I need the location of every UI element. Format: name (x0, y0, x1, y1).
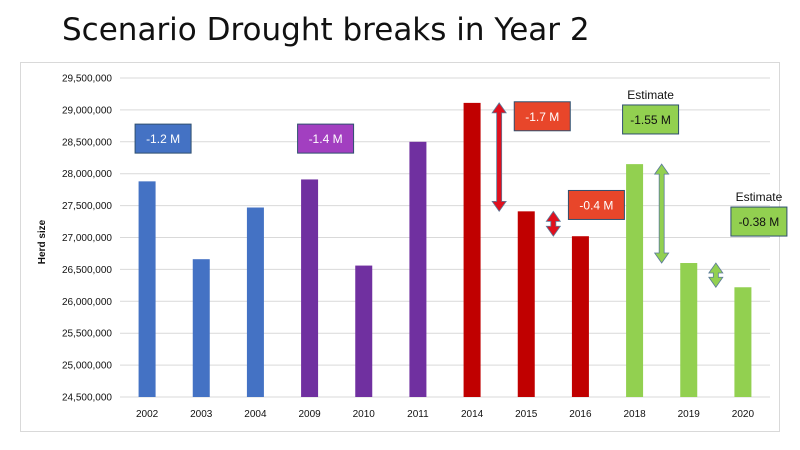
y-tick-label: 29,000,000 (62, 105, 112, 116)
annotation-box (622, 104, 680, 135)
x-axis-ticks: 2002 2003 2004 2009 2010 2011 2014 2015 2016 2018… (136, 409, 755, 420)
annotation-text: -0.38 M (739, 215, 780, 229)
x-tick-label: 2003 (190, 409, 213, 420)
change-arrow-2018-2019 (653, 163, 670, 264)
annotation-text: -0.4 M (579, 198, 613, 212)
y-axis-label: Herd size (37, 219, 48, 264)
y-tick-label: 25,000,000 (62, 361, 112, 372)
annotation-box (567, 189, 625, 220)
bar-2020 (734, 287, 752, 397)
annotation-box (297, 123, 355, 154)
bar-2002 (138, 181, 156, 397)
change-arrow-2015-2016 (545, 210, 562, 237)
y-axis-ticks: 24,500,000 25,000,000 25,500,000 26,000,000… (62, 74, 112, 404)
change-arrow-2019-2020 (708, 262, 724, 288)
bar-2014 (463, 102, 481, 397)
bar-2011 (409, 141, 427, 397)
annotations-layer: -1.2 M -1.4 M -1.7 M -0.4 M -1.55 M Estimate -… (134, 88, 788, 237)
estimate-label: Estimate (627, 88, 674, 102)
y-tick-label: 26,500,000 (62, 265, 112, 276)
y-tick-label: 26,000,000 (62, 297, 112, 308)
annotation-text: -1.55 M (630, 113, 671, 127)
x-tick-label: 2014 (461, 409, 484, 420)
bar-2018 (626, 164, 644, 397)
y-tick-label: 25,500,000 (62, 329, 112, 340)
x-tick-label: 2018 (623, 409, 646, 420)
x-tick-label: 2002 (136, 409, 159, 420)
annotation-box (513, 101, 571, 132)
change-arrow-2014-2015 (491, 102, 507, 213)
bar-2009 (301, 179, 319, 397)
annotation-text: -1.7 M (525, 110, 559, 124)
y-tick-label: 27,000,000 (62, 233, 112, 244)
bar-2016 (571, 236, 589, 397)
x-tick-label: 2020 (732, 409, 755, 420)
annotation-box (730, 206, 788, 237)
x-tick-label: 2016 (569, 409, 592, 420)
slide-title: Scenario Drought breaks in Year 2 (62, 12, 590, 48)
x-tick-label: 2019 (678, 409, 701, 420)
chart-frame (20, 62, 780, 432)
bars-layer (138, 102, 752, 397)
x-tick-label: 2011 (407, 409, 429, 420)
y-tick-label: 28,500,000 (62, 137, 112, 148)
y-tick-label: 24,500,000 (62, 393, 112, 404)
x-tick-label: 2004 (244, 409, 267, 420)
bar-2015 (517, 211, 535, 397)
x-tick-label: 2010 (353, 409, 376, 420)
y-tick-label: 29,500,000 (62, 74, 112, 85)
estimate-label: Estimate (736, 190, 783, 204)
x-tick-label: 2009 (298, 409, 321, 420)
annotation-text: -1.2 M (146, 132, 180, 146)
bar-2019 (680, 263, 698, 397)
bar-2010 (355, 265, 373, 397)
bar-2003 (192, 259, 210, 397)
bar-2004 (246, 207, 264, 397)
x-tick-label: 2015 (515, 409, 538, 420)
annotation-box (134, 123, 192, 154)
y-tick-label: 28,000,000 (62, 169, 112, 180)
arrows-layer (491, 102, 724, 288)
y-tick-label: 27,500,000 (62, 201, 112, 212)
annotation-text: -1.4 M (309, 132, 343, 146)
